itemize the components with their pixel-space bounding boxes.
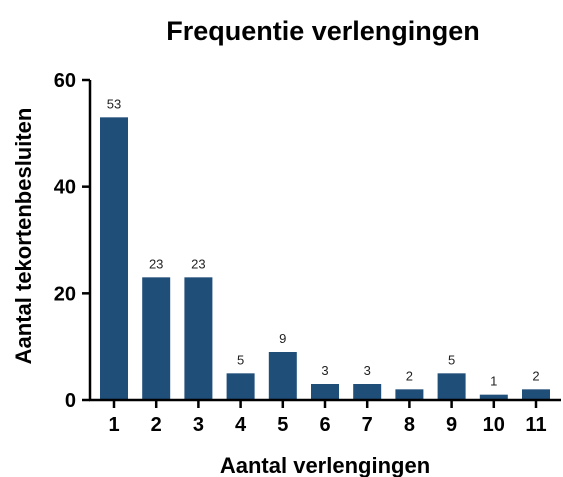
y-tick-label-40: 40 (54, 177, 76, 199)
x-axis-ticks: 1 2 3 4 5 6 7 8 9 10 11 (108, 400, 547, 436)
data-label-10: 1 (490, 374, 497, 389)
data-label-8: 2 (406, 368, 413, 383)
y-tick-label-60: 60 (54, 70, 76, 92)
x-tick-label-11: 11 (525, 414, 546, 436)
chart-title: Frequentie verlengingen (166, 16, 480, 46)
data-label-9: 5 (448, 352, 455, 367)
bar-9 (437, 373, 466, 400)
y-axis-title: Aantal tekortenbesluiten (11, 108, 36, 365)
bar-7 (353, 384, 382, 400)
x-tick-label-2: 2 (151, 414, 162, 436)
y-tick-label-0: 0 (65, 390, 76, 412)
data-label-6: 3 (321, 363, 328, 378)
x-axis-title: Aantal verlengingen (220, 453, 430, 477)
data-label-11: 2 (532, 368, 539, 383)
x-tick-label-5: 5 (277, 414, 288, 436)
y-tick-label-20: 20 (54, 283, 76, 305)
bar-2 (142, 277, 171, 400)
x-tick-label-10: 10 (483, 414, 505, 436)
x-tick-label-3: 3 (193, 414, 204, 436)
bar-11 (522, 389, 550, 400)
data-label-2: 23 (149, 256, 163, 271)
bar-10 (479, 394, 508, 400)
x-tick-label-4: 4 (235, 414, 247, 436)
data-label-5: 9 (279, 331, 286, 346)
y-axis-ticks: 0 20 40 60 (54, 70, 90, 412)
x-tick-label-7: 7 (362, 414, 373, 436)
data-label-1: 53 (107, 96, 121, 111)
bars-group (100, 117, 550, 400)
bar-1 (100, 117, 128, 400)
bar-5 (268, 352, 297, 400)
data-label-4: 5 (237, 352, 244, 367)
bar-6 (311, 384, 339, 400)
data-label-7: 3 (364, 363, 371, 378)
x-tick-label-1: 1 (108, 414, 119, 436)
bar-4 (226, 373, 255, 400)
bar-3 (184, 277, 213, 400)
data-label-3: 23 (191, 256, 205, 271)
bar-8 (395, 389, 424, 400)
x-tick-label-6: 6 (319, 414, 330, 436)
data-labels-group: 53 23 23 5 9 3 3 2 5 1 2 (107, 96, 540, 388)
x-tick-label-9: 9 (446, 414, 457, 436)
x-tick-label-8: 8 (404, 414, 415, 436)
